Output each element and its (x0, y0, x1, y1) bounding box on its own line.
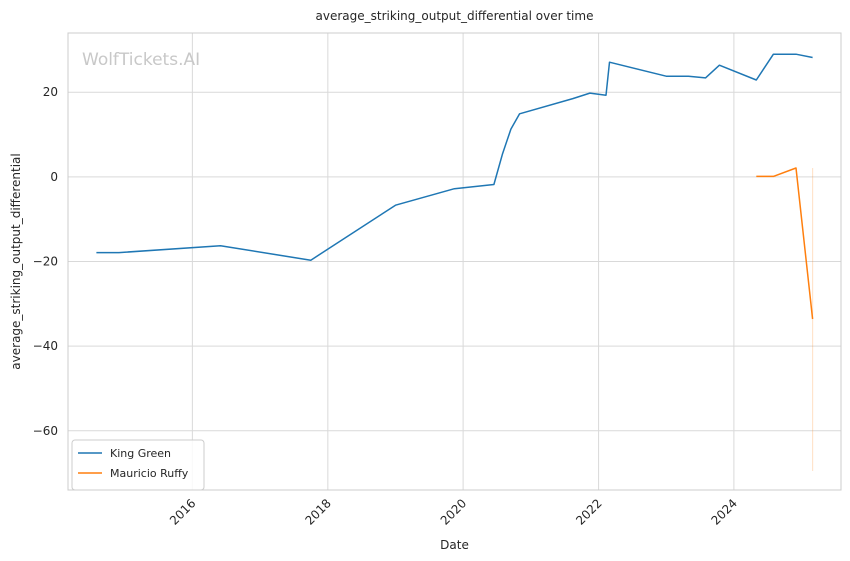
gridlines (68, 33, 841, 490)
series-line (96, 53, 813, 261)
legend-box (71, 439, 205, 491)
watermark-text: WolfTickets.AI (82, 50, 200, 70)
plot-frame (67, 32, 842, 491)
legend-entry: Mauricio Ruffy (110, 467, 189, 480)
series-line (756, 167, 814, 320)
y-tick-label: −20 (33, 255, 58, 269)
x-tick-label: 2024 (709, 496, 740, 527)
series-layer (96, 53, 814, 471)
x-tick-label: 2016 (167, 496, 198, 527)
y-axis-label: average_striking_output_differential (9, 153, 23, 369)
y-tick-label: −60 (33, 424, 58, 438)
chart-title: average_striking_output_differential ove… (316, 9, 594, 23)
legend-entry: King Green (110, 447, 171, 460)
x-tick-label: 2018 (302, 496, 333, 527)
x-axis-label: Date (440, 538, 469, 552)
x-tick-label: 2022 (573, 496, 604, 527)
x-tick-label: 2020 (438, 496, 469, 527)
y-tick-label: 20 (43, 85, 58, 99)
y-tick-label: −40 (33, 339, 58, 353)
y-tick-label: 0 (50, 170, 58, 184)
legend: King Green Mauricio Ruffy (71, 439, 205, 491)
